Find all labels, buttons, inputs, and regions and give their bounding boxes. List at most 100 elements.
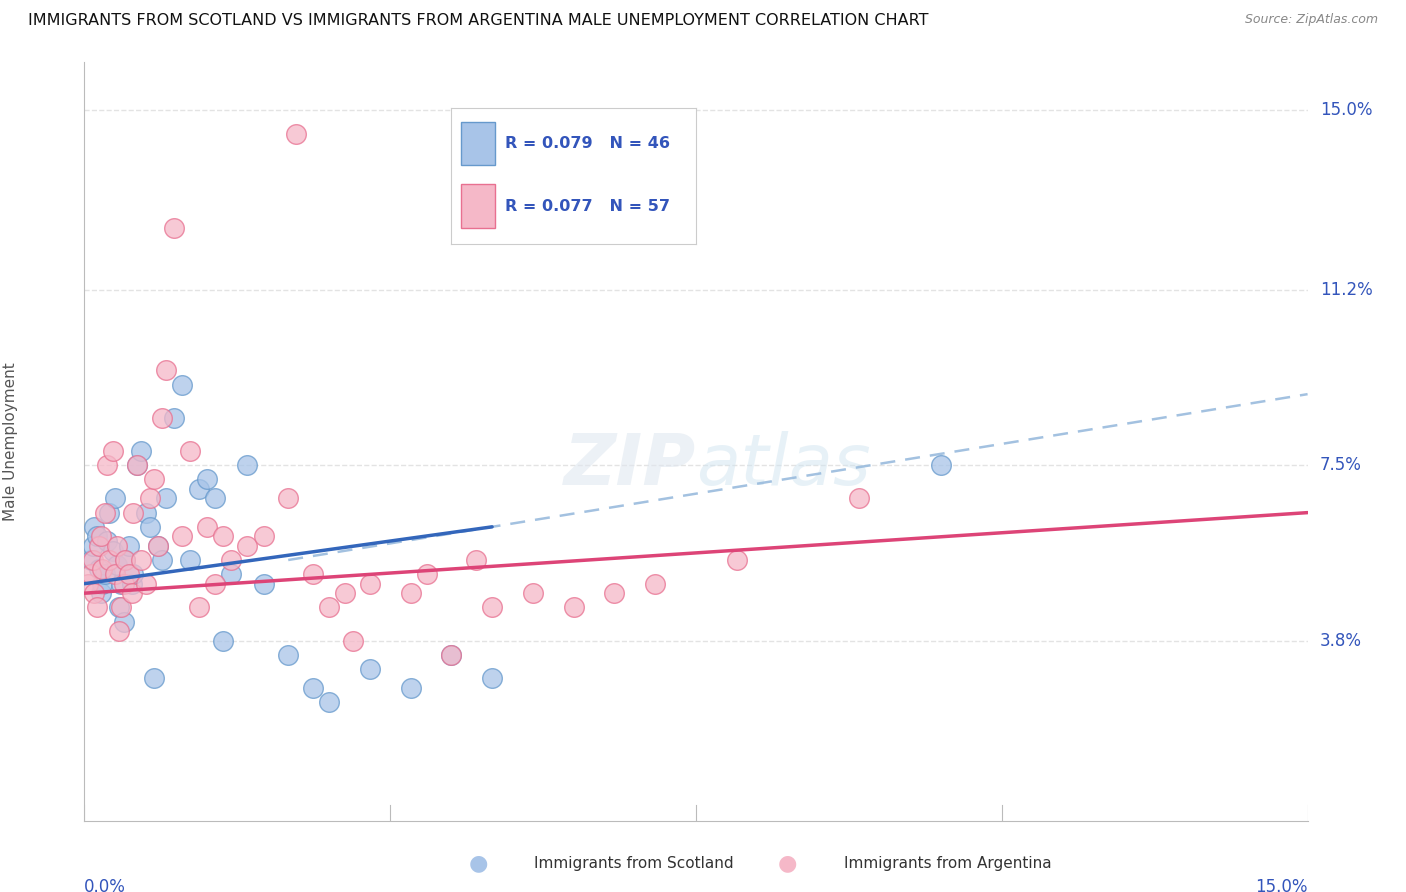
Point (179, 444, 201, 458)
Point (90, 586, 112, 600)
Point (142, 672, 165, 686)
Point (481, 672, 503, 686)
Point (253, 529, 276, 543)
Point (187, 600, 209, 615)
Point (105, 558, 128, 572)
Point (204, 491, 226, 506)
Point (118, 567, 141, 582)
Text: 11.2%: 11.2% (1320, 281, 1372, 299)
Point (138, 491, 160, 506)
Text: ●: ● (778, 854, 797, 873)
Point (97, 506, 120, 520)
Text: Source: ZipAtlas.com: Source: ZipAtlas.com (1244, 13, 1378, 27)
Text: Immigrants from Argentina: Immigrants from Argentina (844, 856, 1052, 871)
Point (82, 553, 104, 567)
Point (110, 600, 132, 615)
Point (77, 576, 100, 591)
Point (93, 567, 115, 582)
Text: ZIP: ZIP (564, 431, 696, 500)
Point (104, 567, 127, 582)
Text: 7.5%: 7.5% (1320, 456, 1361, 475)
Point (195, 473, 218, 487)
Text: ●: ● (468, 854, 488, 873)
Point (277, 491, 299, 506)
Point (121, 576, 143, 591)
Point (114, 553, 136, 567)
Text: 0.0%: 0.0% (84, 878, 127, 892)
Point (97, 553, 120, 567)
Point (87, 562, 110, 576)
Point (155, 363, 177, 377)
Point (86, 529, 108, 543)
Point (122, 567, 145, 582)
Point (219, 553, 242, 567)
Point (80, 553, 103, 567)
Point (107, 600, 129, 615)
Point (172, 377, 194, 392)
Point (318, 600, 340, 615)
Point (399, 681, 422, 695)
Point (603, 586, 626, 600)
Point (96, 534, 118, 549)
Point (212, 633, 235, 648)
Point (253, 576, 276, 591)
Point (172, 529, 194, 543)
Point (82, 539, 104, 553)
Point (285, 127, 308, 141)
Point (522, 586, 544, 600)
Point (83, 520, 105, 534)
Point (150, 410, 173, 425)
Point (146, 539, 169, 553)
Point (142, 473, 165, 487)
Point (87, 539, 110, 553)
Point (127, 458, 149, 473)
Text: atlas: atlas (696, 431, 870, 500)
Text: Immigrants from Scotland: Immigrants from Scotland (534, 856, 734, 871)
Point (236, 458, 259, 473)
Point (86, 600, 108, 615)
Point (440, 648, 463, 662)
Point (105, 539, 128, 553)
Point (131, 444, 153, 458)
Point (464, 553, 486, 567)
Point (138, 520, 160, 534)
Point (163, 410, 186, 425)
Point (440, 648, 463, 662)
Point (359, 662, 381, 676)
Point (179, 553, 201, 567)
Point (481, 600, 503, 615)
Point (80, 567, 103, 582)
Point (112, 576, 135, 591)
Point (204, 576, 226, 591)
Point (83, 586, 105, 600)
Point (416, 567, 439, 582)
Text: Male Unemployment: Male Unemployment (3, 362, 18, 521)
Point (107, 624, 129, 639)
Point (118, 539, 141, 553)
Point (236, 539, 259, 553)
Point (150, 553, 173, 567)
Point (219, 567, 242, 582)
Point (277, 648, 299, 662)
Text: 15.0%: 15.0% (1320, 101, 1372, 119)
Point (848, 491, 870, 506)
Point (163, 221, 186, 235)
Point (96, 458, 118, 473)
Point (212, 529, 235, 543)
Point (122, 506, 145, 520)
Point (146, 539, 169, 553)
Text: 3.8%: 3.8% (1320, 632, 1362, 649)
Point (301, 567, 323, 582)
Text: IMMIGRANTS FROM SCOTLAND VS IMMIGRANTS FROM ARGENTINA MALE UNEMPLOYMENT CORRELAT: IMMIGRANTS FROM SCOTLAND VS IMMIGRANTS F… (28, 13, 928, 29)
Point (155, 491, 177, 506)
Point (114, 553, 136, 567)
Point (91, 576, 114, 591)
Point (127, 458, 149, 473)
Point (104, 491, 127, 506)
Point (93, 506, 115, 520)
Point (112, 615, 135, 629)
Point (121, 586, 143, 600)
Point (91, 562, 114, 576)
Point (101, 543, 124, 558)
Point (342, 633, 364, 648)
